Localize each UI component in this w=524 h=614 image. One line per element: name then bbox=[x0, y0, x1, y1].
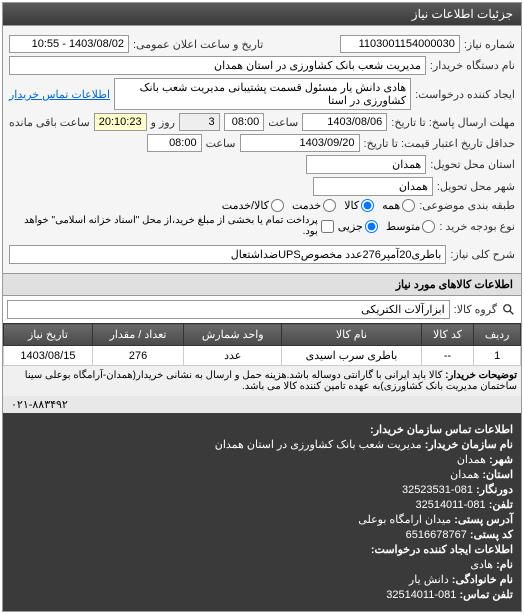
tel-k: تلفن: bbox=[489, 499, 513, 511]
category-radio-group: همه کالا خدمت کالا/خدمت bbox=[222, 199, 415, 212]
goods-table: ردیف کد کالا نام کالا واحد شمارش تعداد /… bbox=[3, 323, 521, 366]
fax-v: 081-32523531 bbox=[402, 484, 473, 496]
buyer-contact-link[interactable]: اطلاعات تماس خریدار bbox=[9, 88, 110, 101]
category-label: طبقه بندی موضوعی: bbox=[419, 199, 515, 212]
contact-block: اطلاعات تماس سازمان خریدار: نام سازمان خ… bbox=[3, 413, 521, 611]
cat-goodservice-option[interactable]: کالا/خدمت bbox=[222, 199, 284, 212]
contact-title: اطلاعات تماس سازمان خریدار: bbox=[370, 424, 513, 436]
deadline-date-field: 1403/08/06 bbox=[302, 113, 387, 131]
request-form: شماره نیاز: 1103001154000030 تاریخ و ساع… bbox=[3, 26, 521, 273]
city-v: همدان bbox=[457, 454, 486, 466]
buyer-notes-box: توضیحات خریدار: کالا باید ایرانی با گارا… bbox=[3, 366, 521, 396]
org-v: مدیریت شعب بانک کشاورزی در استان همدان bbox=[215, 439, 422, 451]
group-field: ابزارآلات الکتریکی bbox=[7, 300, 450, 319]
number-label: شماره نیاز: bbox=[464, 38, 515, 51]
table-row[interactable]: 1 -- باطری سرب اسیدی عدد 276 1403/08/15 bbox=[4, 346, 521, 366]
zip-k: کد پستی: bbox=[470, 529, 513, 541]
col-qty: تعداد / مقدار bbox=[92, 324, 183, 346]
budget-part-option[interactable]: جزیی bbox=[338, 220, 378, 233]
budget-med-option[interactable]: متوسط bbox=[386, 220, 436, 233]
pay-note-check[interactable]: پرداخت تمام یا بخشی از مبلغ خرید،از محل … bbox=[9, 215, 334, 237]
goods-section-title: اطلاعات کالاهای مورد نیاز bbox=[3, 273, 521, 296]
notes-label: توضیحات خریدار: bbox=[445, 370, 517, 381]
budget-radio-group: متوسط جزیی bbox=[338, 220, 436, 233]
zip-v: 6516678767 bbox=[406, 529, 467, 541]
fax-k: دورنگار: bbox=[476, 484, 513, 496]
search-icon[interactable] bbox=[501, 302, 517, 318]
creator-title: اطلاعات ایجاد کننده درخواست: bbox=[371, 544, 513, 556]
remain-label: ساعت باقی مانده bbox=[9, 116, 90, 129]
remain-time-field: 20:10:23 bbox=[94, 113, 147, 131]
org-k: نام سازمان خریدار: bbox=[425, 439, 513, 451]
valid-date-field: 1403/09/20 bbox=[240, 134, 360, 152]
cname-k: نام: bbox=[496, 559, 513, 571]
cell-unit: عدد bbox=[184, 346, 282, 366]
ctel-k: تلفن تماس: bbox=[459, 589, 513, 601]
notes-text: کالا باید ایرانی با گارانتی دوساله باشد.… bbox=[25, 370, 517, 392]
col-code: کد کالا bbox=[421, 324, 474, 346]
ctel-v: 081-32514011 bbox=[386, 589, 456, 601]
details-panel: جزئیات اطلاعات نیاز شماره نیاز: 11030011… bbox=[2, 2, 522, 612]
valid-label: حداقل تاریخ اعتبار قیمت: تا تاریخ: bbox=[364, 137, 515, 150]
prov-k: استان: bbox=[482, 469, 513, 481]
city-k: شهر: bbox=[489, 454, 513, 466]
deliver-prov-field: همدان bbox=[306, 155, 426, 174]
budget-label: نوع بودجه خرید : bbox=[439, 220, 515, 233]
creator-label: ایجاد کننده درخواست: bbox=[415, 88, 515, 101]
valid-time-label: ساعت bbox=[206, 137, 236, 150]
deliver-city-field: همدان bbox=[313, 177, 433, 196]
goods-search-row: گروه کالا: ابزارآلات الکتریکی bbox=[3, 296, 521, 323]
cat-all-option[interactable]: همه bbox=[382, 199, 415, 212]
cell-name: باطری سرب اسیدی bbox=[282, 346, 421, 366]
valid-time-field: 08:00 bbox=[147, 134, 202, 152]
col-date: تاریخ نیاز bbox=[4, 324, 93, 346]
deliver-city-label: شهر محل تحویل: bbox=[437, 180, 515, 193]
group-label: گروه کالا: bbox=[454, 303, 497, 316]
cell-date: 1403/08/15 bbox=[4, 346, 93, 366]
footer-phone: ۰۲۱-۸۸۳۴۹۲ bbox=[3, 396, 521, 413]
cat-goods-option[interactable]: کالا bbox=[344, 199, 374, 212]
desc-label: شرح کلی نیاز: bbox=[450, 248, 515, 261]
deadline-time-field: 08:00 bbox=[224, 113, 265, 131]
days-field: 3 bbox=[179, 113, 220, 131]
datetime-field: 1403/08/02 - 10:55 bbox=[9, 35, 129, 53]
number-field: 1103001154000030 bbox=[340, 35, 460, 53]
cell-qty: 276 bbox=[92, 346, 183, 366]
addr-k: آدرس پستی: bbox=[454, 514, 513, 526]
col-idx: ردیف bbox=[474, 324, 521, 346]
cell-code: -- bbox=[421, 346, 474, 366]
table-header-row: ردیف کد کالا نام کالا واحد شمارش تعداد /… bbox=[4, 324, 521, 346]
deadline-time-label: ساعت bbox=[268, 116, 298, 129]
panel-title: جزئیات اطلاعات نیاز bbox=[3, 3, 521, 26]
days-label: روز و bbox=[151, 116, 175, 129]
tel-v: 081-32514011 bbox=[415, 499, 485, 511]
col-unit: واحد شمارش bbox=[184, 324, 282, 346]
datetime-label: تاریخ و ساعت اعلان عمومی: bbox=[133, 38, 263, 51]
desc-field: باطری20آمپر276عدد مخصوصUPSضداشتعال bbox=[9, 245, 446, 264]
deliver-prov-label: استان محل تحویل: bbox=[430, 158, 515, 171]
buyer-org-field: مدیریت شعب بانک کشاورزی در استان همدان bbox=[9, 56, 426, 75]
deadline-label: مهلت ارسال پاسخ: تا تاریخ: bbox=[391, 116, 515, 129]
cname-v: هادی bbox=[470, 559, 493, 571]
col-name: نام کالا bbox=[282, 324, 421, 346]
cell-idx: 1 bbox=[474, 346, 521, 366]
cat-service-option[interactable]: خدمت bbox=[292, 199, 336, 212]
prov-v: همدان bbox=[450, 469, 479, 481]
buyer-org-label: نام دستگاه خریدار: bbox=[430, 59, 515, 72]
creator-field: هادی دانش یار مسئول قسمت پشتیبانی مدیریت… bbox=[114, 78, 411, 110]
addr-v: میدان ارامگاه بوعلی bbox=[358, 514, 451, 526]
